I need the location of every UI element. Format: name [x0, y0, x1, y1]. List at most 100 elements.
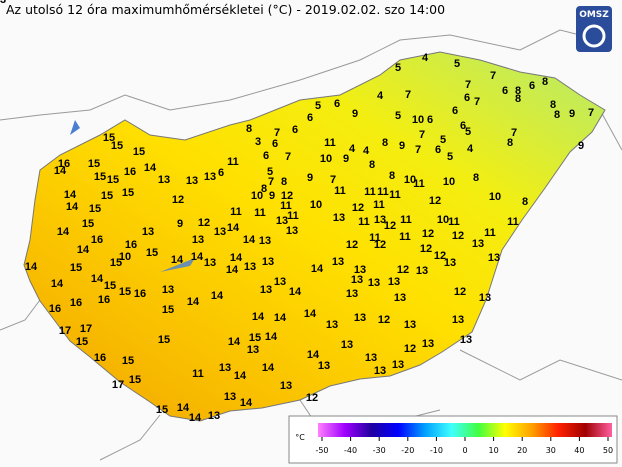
station-value: 7	[588, 107, 594, 119]
station-value: 11	[373, 199, 385, 211]
station-value: 11	[358, 216, 370, 228]
station-value: 8	[554, 109, 560, 121]
station-value: 11	[484, 227, 496, 239]
station-value: 12	[346, 239, 358, 251]
station-value: 15	[104, 280, 116, 292]
logo-text: OMSZ	[579, 10, 609, 20]
station-value: 9	[177, 218, 183, 230]
station-value: 11	[389, 189, 401, 201]
station-value: 6	[427, 114, 433, 126]
station-value: 10	[310, 199, 322, 211]
station-value: 5	[395, 62, 401, 74]
station-value: 15	[122, 187, 134, 199]
station-value: 6	[307, 112, 313, 124]
station-value: 13	[259, 235, 271, 247]
station-value: 13	[219, 362, 231, 374]
colorbar-ramp	[318, 423, 612, 437]
station-value: 14	[54, 165, 67, 177]
station-value: 9	[343, 153, 349, 165]
colorbar-tick-label: -10	[430, 446, 443, 455]
station-value: 13	[488, 252, 500, 264]
station-value: 13	[214, 226, 226, 238]
station-value: 6	[435, 144, 441, 156]
station-value: 15	[119, 286, 131, 298]
station-value: 11	[287, 210, 299, 222]
station-value: 15	[107, 174, 119, 186]
station-value: 13	[204, 257, 216, 269]
station-value: 5	[315, 100, 321, 112]
station-value: 12	[384, 220, 396, 232]
station-value: 4	[363, 145, 370, 157]
colorbar-tick-label: 30	[546, 446, 556, 455]
station-value: 10	[489, 191, 501, 203]
station-value: 13	[208, 410, 220, 422]
station-value: 14	[191, 251, 204, 263]
station-value: 12	[378, 314, 390, 326]
station-value: 13	[479, 292, 491, 304]
station-value: 14	[240, 397, 253, 409]
station-value: 16	[134, 288, 146, 300]
station-value: 13	[472, 238, 484, 250]
station-value: 17	[59, 325, 71, 337]
station-value: 15	[70, 262, 82, 274]
station-value: 13	[276, 215, 288, 227]
station-value: 13	[354, 312, 366, 324]
station-value: 14	[265, 331, 278, 343]
station-value: 15	[122, 355, 134, 367]
station-value: 5	[440, 134, 446, 146]
station-value: 6	[452, 105, 458, 117]
station-value: 13	[354, 264, 366, 276]
station-value: 13	[244, 261, 256, 273]
station-value: 13	[286, 225, 298, 237]
station-value: 6	[529, 80, 535, 92]
station-value: 15	[156, 404, 168, 416]
station-value: 7	[490, 70, 496, 82]
station-value: 6	[464, 92, 470, 104]
station-value: 11	[364, 186, 376, 198]
station-value: 14	[307, 349, 320, 361]
station-value: 12	[198, 217, 210, 229]
station-value: 15	[76, 336, 88, 348]
station-value: 13	[460, 334, 472, 346]
country-shape	[23, 51, 606, 422]
station-value: 13	[280, 380, 292, 392]
station-value: 10	[443, 176, 455, 188]
station-value: 13	[224, 391, 236, 403]
colorbar-tick-label: 0	[462, 446, 467, 455]
station-value: 7	[285, 151, 291, 163]
station-value: 11	[448, 216, 460, 228]
station-value: 11	[377, 186, 389, 198]
station-value: 12	[429, 195, 441, 207]
station-value: 14	[274, 312, 287, 324]
station-value: 10	[404, 174, 416, 186]
station-value: 13	[332, 256, 344, 268]
station-value: 12	[352, 202, 364, 214]
colorbar-tick-label: 20	[517, 446, 527, 455]
station-value: 13	[392, 359, 404, 371]
station-value: 9	[399, 140, 405, 152]
station-value: 12	[306, 392, 318, 404]
station-value: 11	[254, 207, 266, 219]
station-value: 11	[369, 232, 381, 244]
station-value: 11	[324, 137, 336, 149]
station-value: 12	[420, 243, 432, 255]
station-value: 16	[125, 239, 137, 251]
station-value: 14	[230, 252, 243, 264]
station-value: 14	[187, 296, 200, 308]
station-value: 5	[465, 126, 471, 138]
station-value: 12	[404, 343, 416, 355]
station-value: 14	[25, 261, 38, 273]
station-value: 13	[351, 274, 363, 286]
station-value: 13	[260, 284, 272, 296]
station-value: 8	[281, 176, 287, 188]
station-value: 4	[467, 143, 474, 155]
station-value: 12	[434, 250, 446, 262]
station-value: 15	[101, 190, 113, 202]
station-value: 15	[94, 171, 106, 183]
station-value: 7	[474, 96, 480, 108]
station-value: 8	[542, 76, 548, 88]
station-value: 13	[388, 276, 400, 288]
station-value: 12	[454, 286, 466, 298]
station-value: 14	[234, 370, 247, 382]
